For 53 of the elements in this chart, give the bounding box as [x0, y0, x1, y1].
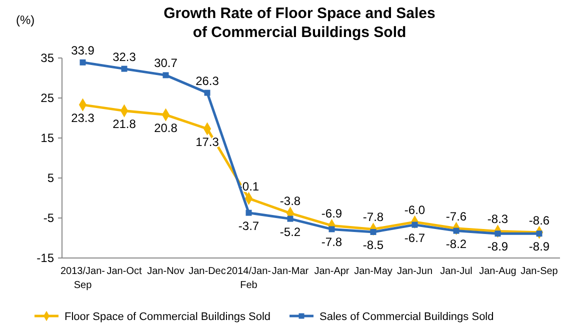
x-tick-label: Jan-Apr	[314, 266, 350, 277]
data-label: -7.8	[321, 235, 342, 250]
y-tick-label: 25	[40, 91, 54, 105]
data-label: 32.3	[112, 50, 136, 64]
y-tick-label: -15	[36, 251, 54, 265]
x-tick-label: Jan-Dec	[188, 266, 226, 277]
chart-title: Growth Rate of Floor Space and Sales of Commercial Buildings Sold	[164, 5, 436, 41]
point	[246, 210, 252, 216]
x-tick-label: Jan-May	[354, 266, 392, 277]
data-label: -8.5	[362, 238, 384, 252]
y-tick-label: 5	[47, 171, 54, 185]
data-label: -3.7	[238, 218, 260, 233]
x-tick-label: Jan-Sep	[520, 266, 558, 277]
data-label: -6.0	[404, 203, 426, 217]
data-label: -8.9	[528, 240, 550, 254]
point	[204, 90, 210, 96]
legend-label: Floor Space of Commercial Buildings Sold	[64, 311, 271, 323]
x-tick-label: Jan-Jun	[396, 266, 433, 277]
legend-label: Sales of Commercial Buildings Sold	[320, 311, 494, 323]
data-label: -8.3	[487, 212, 508, 226]
x-tick-label: Jan-Aug	[479, 266, 516, 277]
x-tick-label: Jan-Nov	[147, 266, 184, 277]
point	[328, 226, 335, 232]
x-tick-label: Jan-Mar	[272, 266, 310, 277]
y-tick-label: 35	[40, 51, 54, 65]
y-tick-label: -5	[43, 211, 54, 225]
point	[162, 72, 169, 78]
data-label: 26.3	[196, 74, 220, 88]
data-label: -7.6	[446, 209, 467, 224]
data-label: -6.7	[404, 230, 426, 245]
point	[121, 66, 128, 72]
x-tick-label: Jan-Oct	[106, 266, 142, 277]
point	[287, 216, 294, 222]
data-label: 30.7	[154, 56, 178, 70]
data-label: -3.8	[280, 194, 301, 208]
data-label: 23.3	[71, 110, 95, 125]
data-label: -7.8	[362, 210, 384, 224]
point	[494, 230, 501, 237]
data-label: 20.8	[154, 120, 178, 135]
data-label: -5.2	[280, 224, 301, 239]
x-tick-label: 2014/Jan-Feb	[226, 266, 271, 291]
y-axis-title: (%)	[16, 13, 35, 27]
y-tick-label: 15	[40, 131, 54, 145]
point	[80, 59, 86, 66]
data-label: -8.2	[446, 236, 467, 251]
data-label: 21.8	[112, 116, 136, 131]
data-label: -8.6	[528, 213, 550, 228]
point	[453, 228, 460, 234]
x-tick-label: Jan-Jul	[440, 266, 472, 277]
data-label: 33.9	[71, 43, 95, 58]
data-label: -8.9	[487, 240, 508, 254]
data-label: -6.9	[321, 206, 342, 221]
x-tick-label: 2013/Jan-Sep	[60, 266, 105, 291]
